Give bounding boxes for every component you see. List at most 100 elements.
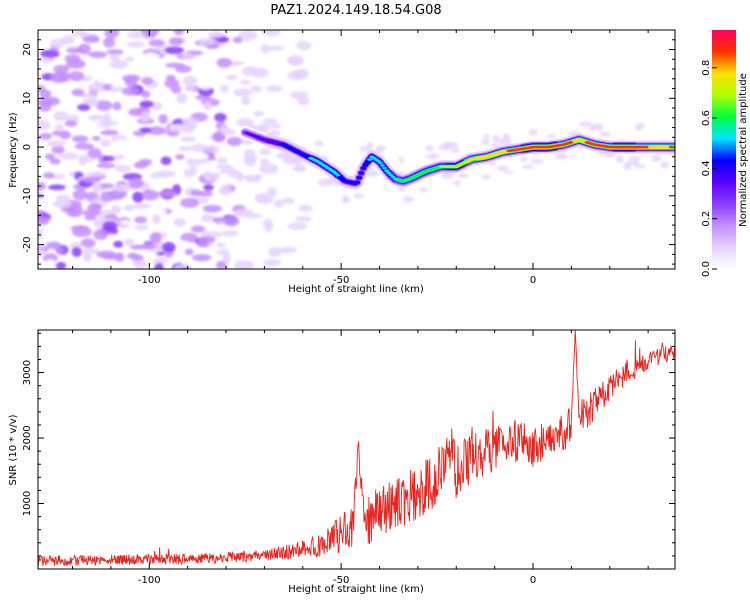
x-tick-label: -100 [138,275,161,286]
noise-blob [168,37,184,46]
noise-blob [56,71,71,83]
noise-blob [483,134,490,139]
noise-blob [260,158,270,166]
noise-blob [391,157,401,164]
noise-blob [168,125,189,133]
noise-blob [58,152,79,160]
noise-blob [39,132,53,140]
noise-blob [100,129,119,136]
noise-blob [250,85,263,93]
noise-blob [88,51,108,59]
noise-blob [40,96,61,107]
noise-blob [203,184,214,191]
noise-blob [97,162,116,169]
noise-blob [164,46,185,55]
noise-blob [72,226,92,238]
noise-blob [42,253,58,263]
noise-blob [147,126,167,136]
colorbar-tick-label: 0.4 [701,160,712,176]
noise-blob [326,146,337,152]
noise-blob [44,259,56,269]
noise-blob [660,161,670,169]
noise-blob [255,193,275,204]
noise-blob [48,184,66,191]
noise-blob [281,197,295,205]
noise-blob [141,77,154,85]
snr-plot-area [38,330,675,567]
noise-blob [158,114,168,124]
noise-blob [38,120,51,131]
noise-blob [444,179,451,185]
noise-blob [102,83,112,91]
noise-blob [536,159,544,164]
noise-blob [180,198,199,208]
noise-blob [216,157,228,164]
noise-blob [139,244,156,250]
noise-blob [183,75,198,86]
noise-blob [198,38,218,47]
noise-blob [221,230,239,237]
noise-blob [522,164,534,169]
ridge-segment [379,164,385,167]
noise-blob [247,229,261,236]
ridge-segment [384,169,390,172]
noise-blob [450,147,461,154]
noise-blob [589,125,596,132]
noise-blob [42,172,55,179]
noise-blob [113,139,128,150]
noise-blob [175,154,185,160]
noise-blob [133,261,147,269]
noise-blob [80,238,96,248]
y-tick-label: 20 [22,43,33,56]
noise-blob [64,120,78,127]
ridge-segment [363,163,368,167]
noise-blob [38,85,46,92]
noise-blob [251,67,269,78]
noise-blob [278,246,298,254]
noise-blob [104,30,120,39]
noise-blob [528,129,538,136]
noise-blob [151,101,163,111]
spectrogram-signal-ridge [239,125,675,190]
noise-blob [237,46,247,58]
noise-blob [38,228,44,239]
noise-blob [161,242,177,253]
noise-blob [126,41,146,48]
noise-blob [81,75,93,82]
noise-blob [500,162,510,167]
noise-blob [149,232,162,244]
noise-blob [132,191,144,203]
noise-blob [185,84,196,92]
noise-blob [112,101,122,111]
noise-blob [59,130,71,140]
noise-blob [213,92,231,101]
noise-blob [297,119,310,130]
noise-blob [499,137,512,146]
noise-blob [191,254,212,262]
noise-blob [178,145,192,152]
noise-blob [109,59,129,69]
y-tick-label: 10 [22,92,33,105]
noise-blob [259,163,279,175]
noise-blob [295,40,312,50]
noise-blob [241,96,251,106]
noise-blob [263,259,282,267]
y-tick-label: 1000 [22,491,33,516]
noise-blob [203,171,213,181]
noise-blob [197,80,213,90]
noise-blob [243,174,259,180]
noise-blob [263,124,272,129]
colorbar-tick-label: 0.6 [701,110,712,126]
colorbar-tick-label: 0.0 [701,261,712,277]
noise-blob [546,134,557,139]
noise-blob [68,71,85,82]
noise-blob [615,155,624,164]
noise-blob [67,210,82,218]
noise-blob [216,57,233,68]
noise-blob [181,117,199,124]
noise-blob [298,204,313,212]
noise-blob [149,172,168,179]
noise-blob [93,229,108,240]
noise-blob [492,135,501,143]
noise-blob [237,117,254,128]
